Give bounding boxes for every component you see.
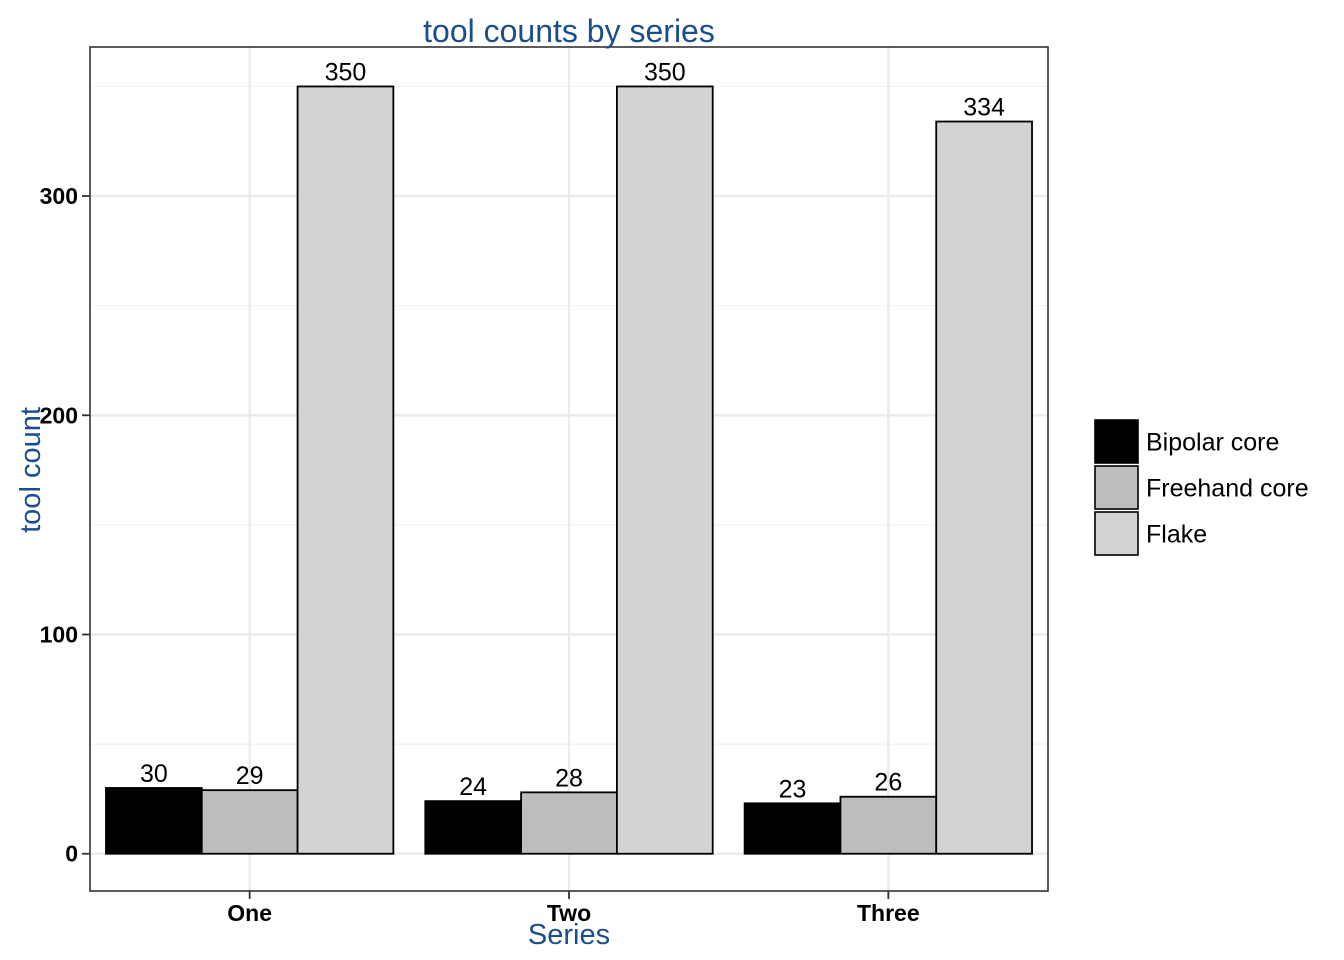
bar [520, 791, 618, 855]
bar [296, 85, 395, 855]
data-label: 334 [963, 94, 1005, 122]
bars [105, 85, 1033, 855]
data-label: 23 [779, 775, 807, 803]
x-axis-title: Series [528, 919, 610, 951]
y-tick-label: 300 [40, 183, 78, 209]
bar [839, 795, 938, 855]
legend-label: Bipolar core [1146, 429, 1279, 457]
chart-title: tool counts by series [423, 13, 715, 49]
data-label: 350 [644, 58, 686, 86]
legend-key [1094, 511, 1139, 556]
bar [935, 120, 1033, 855]
y-tick-label: 100 [40, 622, 78, 648]
y-tick-label: 200 [40, 402, 78, 428]
data-label: 26 [874, 769, 902, 797]
x-tick-label: One [227, 900, 272, 926]
y-axis: 0 100 200 300 [40, 183, 90, 867]
y-tick-label: 0 [65, 841, 78, 867]
x-tick-label: Two [547, 900, 591, 926]
bar [743, 802, 842, 855]
data-label: 350 [325, 58, 367, 86]
data-label: 28 [555, 764, 583, 792]
legend-key [1094, 465, 1139, 510]
bar [105, 787, 203, 855]
data-label: 30 [140, 760, 168, 788]
data-label: 29 [236, 762, 264, 790]
y-axis-title: tool count [15, 407, 47, 533]
bar [424, 800, 522, 855]
legend-label: Flake [1146, 521, 1207, 549]
legend: Bipolar core Freehand core Flake [1094, 419, 1309, 556]
data-labels: 30 29 350 24 28 350 23 26 334 [140, 58, 1005, 803]
x-tick-label: Three [857, 900, 920, 926]
bar [616, 85, 714, 855]
x-axis: One Two Three [227, 891, 920, 926]
legend-label: Freehand core [1146, 475, 1309, 503]
legend-key [1094, 419, 1139, 464]
data-label: 24 [459, 773, 487, 801]
bar [200, 789, 299, 855]
